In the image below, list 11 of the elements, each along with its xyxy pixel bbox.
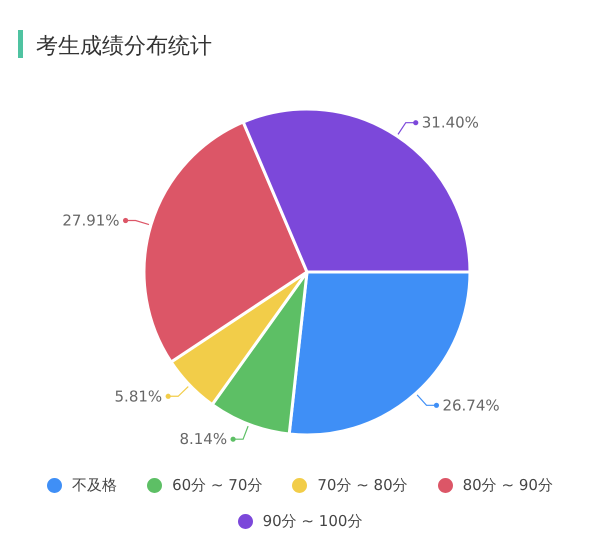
chart-title: 考生成绩分布统计 [36,34,212,59]
legend-label: 70分 ~ 80分 [317,476,408,494]
legend-label: 不及格 [72,476,118,494]
data-label: 27.91% [62,211,120,230]
legend-label: 60分 ~ 70分 [172,476,262,494]
data-label: 5.81% [114,387,162,406]
legend-label: 80分 ~ 90分 [462,476,553,494]
legend-label: 90分 ~ 100分 [262,512,362,530]
data-label: 26.74% [442,396,500,414]
data-label: 8.14% [179,430,228,448]
data-label: 31.40% [422,114,479,132]
